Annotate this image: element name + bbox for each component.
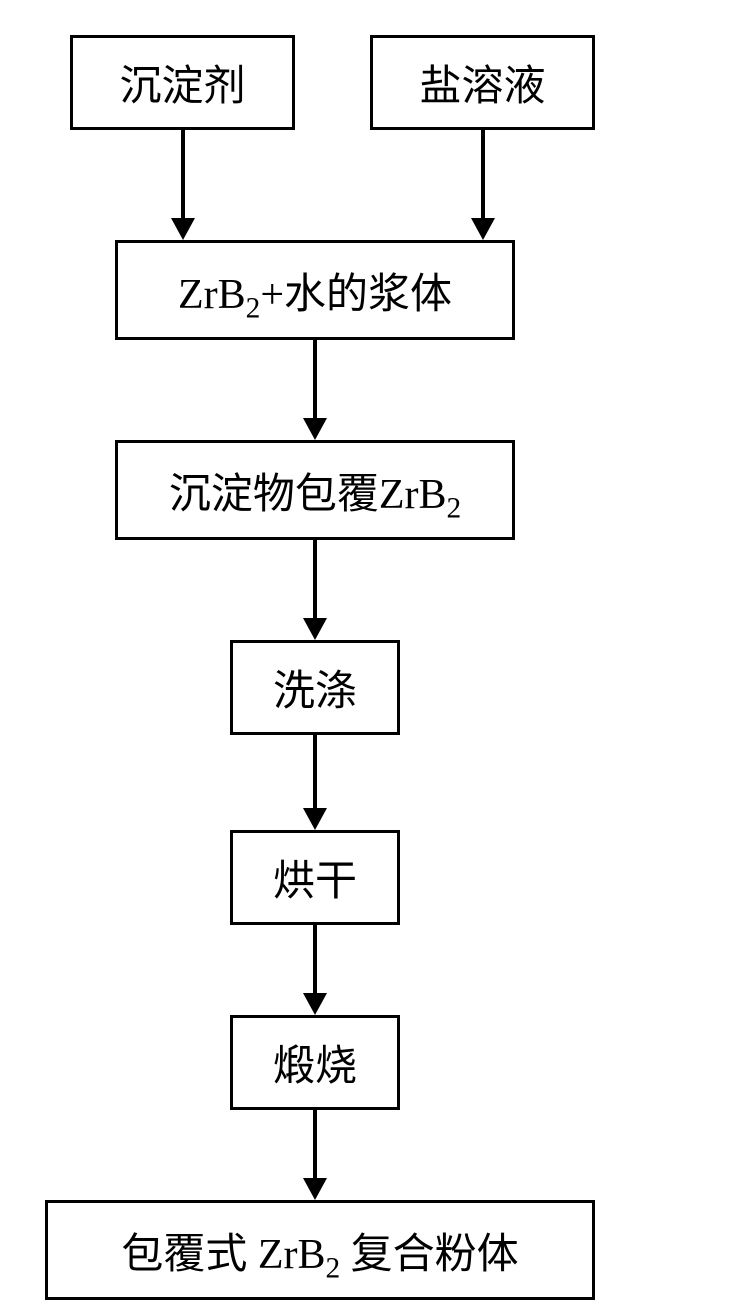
arrow-down-icon bbox=[303, 993, 327, 1015]
node-slurry-label: ZrB2+水的浆体 bbox=[178, 260, 452, 321]
flowchart-canvas: 沉淀剂 盐溶液 ZrB2+水的浆体 沉淀物包覆ZrB2 洗涤 烘干 煅烧 包覆式… bbox=[0, 0, 732, 1308]
node-calcine-label: 煅烧 bbox=[273, 1032, 357, 1093]
arrow-down-icon bbox=[171, 218, 195, 240]
arrow-down-icon bbox=[303, 418, 327, 440]
edge-shaft bbox=[481, 130, 485, 218]
node-wash: 洗涤 bbox=[230, 640, 400, 735]
arrow-down-icon bbox=[303, 808, 327, 830]
node-salt-solution-label: 盐溶液 bbox=[419, 52, 545, 113]
node-dry-label: 烘干 bbox=[273, 847, 357, 908]
node-product-label: 包覆式 ZrB2 复合粉体 bbox=[121, 1220, 518, 1281]
edge-shaft bbox=[181, 130, 185, 218]
edge-shaft bbox=[313, 925, 317, 993]
node-coated-label: 沉淀物包覆ZrB2 bbox=[169, 460, 461, 521]
node-dry: 烘干 bbox=[230, 830, 400, 925]
edge-shaft bbox=[313, 540, 317, 618]
node-precipitant-label: 沉淀剂 bbox=[119, 52, 245, 113]
node-precipitant: 沉淀剂 bbox=[70, 35, 295, 130]
node-calcine: 煅烧 bbox=[230, 1015, 400, 1110]
node-wash-label: 洗涤 bbox=[273, 657, 357, 718]
arrow-down-icon bbox=[303, 618, 327, 640]
edge-shaft bbox=[313, 735, 317, 808]
edge-shaft bbox=[313, 1110, 317, 1178]
node-salt-solution: 盐溶液 bbox=[370, 35, 595, 130]
edge-shaft bbox=[313, 340, 317, 418]
node-coated: 沉淀物包覆ZrB2 bbox=[115, 440, 515, 540]
arrow-down-icon bbox=[303, 1178, 327, 1200]
node-slurry: ZrB2+水的浆体 bbox=[115, 240, 515, 340]
node-product: 包覆式 ZrB2 复合粉体 bbox=[45, 1200, 595, 1300]
arrow-down-icon bbox=[471, 218, 495, 240]
